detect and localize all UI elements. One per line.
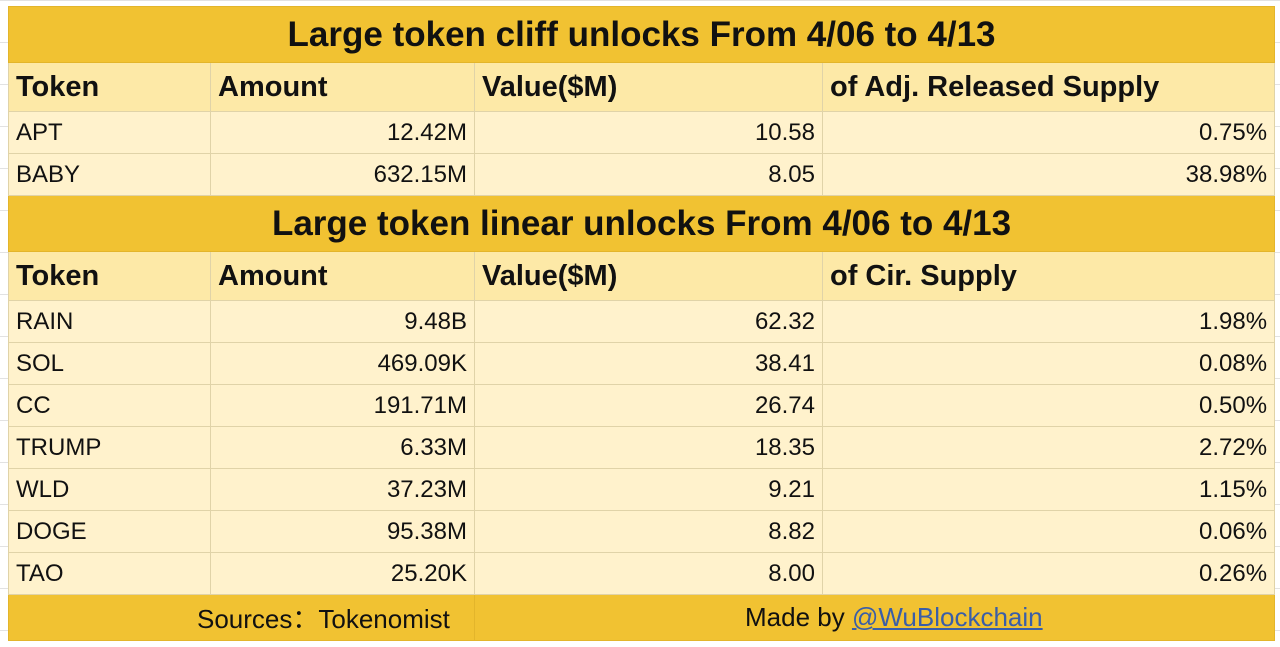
token-cell[interactable]: CC [8, 384, 211, 427]
linear-title[interactable]: Large token linear unlocks From 4/06 to … [7, 195, 1276, 252]
supply-pct-cell[interactable]: 0.08% [821, 342, 1276, 385]
table-row: DOGE 95.38M 8.82 0.06% [8, 510, 1276, 553]
value-cell[interactable]: 10.58 [474, 111, 823, 154]
amount-cell[interactable]: 12.42M [210, 111, 475, 154]
amount-cell[interactable]: 191.71M [210, 384, 475, 427]
column-header[interactable]: of Adj. Released Supply [821, 62, 1276, 112]
column-header[interactable]: Amount [210, 62, 475, 112]
table-row: CC 191.71M 26.74 0.50% [8, 384, 1276, 427]
amount-cell[interactable]: 95.38M [210, 510, 475, 553]
token-cell[interactable]: APT [8, 111, 211, 154]
column-header[interactable]: Token [8, 62, 211, 112]
token-cell[interactable]: RAIN [8, 300, 211, 343]
table-row: RAIN 9.48B 62.32 1.98% [8, 300, 1276, 343]
value-cell[interactable]: 9.21 [474, 468, 823, 511]
linear-header-row: Token Amount Value($M) of Cir. Supply [8, 251, 1276, 301]
supply-pct-cell[interactable]: 2.72% [821, 426, 1276, 469]
made-by-text: Made by [745, 602, 852, 632]
table-row: TRUMP 6.33M 18.35 2.72% [8, 426, 1276, 469]
supply-pct-cell[interactable]: 1.98% [821, 300, 1276, 343]
sources-text: Sources：Tokenomist [197, 604, 450, 634]
table-row: BABY 632.15M 8.05 38.98% [8, 153, 1276, 196]
table-row: SOL 469.09K 38.41 0.08% [8, 342, 1276, 385]
token-cell[interactable]: SOL [8, 342, 211, 385]
value-cell[interactable]: 8.00 [474, 552, 823, 595]
amount-cell[interactable]: 632.15M [210, 153, 475, 196]
linear-title-row: Large token linear unlocks From 4/06 to … [7, 195, 1276, 252]
column-header[interactable]: Token [8, 251, 211, 301]
value-cell[interactable]: 26.74 [474, 384, 823, 427]
token-cell[interactable]: BABY [8, 153, 211, 196]
value-cell[interactable]: 8.05 [474, 153, 823, 196]
token-cell[interactable]: DOGE [8, 510, 211, 553]
sources-cell[interactable]: Sources：Tokenomist [8, 594, 475, 641]
amount-cell[interactable]: 469.09K [210, 342, 475, 385]
table-row: WLD 37.23M 9.21 1.15% [8, 468, 1276, 511]
footer-row: Sources：Tokenomist Made by @WuBlockchain [8, 594, 1276, 641]
column-header[interactable]: Value($M) [474, 251, 823, 301]
column-header[interactable]: Value($M) [474, 62, 823, 112]
amount-cell[interactable]: 6.33M [210, 426, 475, 469]
supply-pct-cell[interactable]: 38.98% [821, 153, 1276, 196]
supply-pct-cell[interactable]: 0.06% [821, 510, 1276, 553]
value-cell[interactable]: 18.35 [474, 426, 823, 469]
made-by-cell[interactable]: Made by @WuBlockchain [473, 594, 1276, 641]
cliff-title-row: Large token cliff unlocks From 4/06 to 4… [7, 6, 1276, 63]
author-link[interactable]: @WuBlockchain [851, 602, 1043, 632]
table-row: TAO 25.20K 8.00 0.26% [8, 552, 1276, 595]
amount-cell[interactable]: 9.48B [210, 300, 475, 343]
supply-pct-cell[interactable]: 0.75% [821, 111, 1276, 154]
value-cell[interactable]: 8.82 [474, 510, 823, 553]
value-cell[interactable]: 38.41 [474, 342, 823, 385]
token-cell[interactable]: TRUMP [8, 426, 211, 469]
unlocks-table: Large token cliff unlocks From 4/06 to 4… [7, 6, 1276, 641]
value-cell[interactable]: 62.32 [474, 300, 823, 343]
token-cell[interactable]: WLD [8, 468, 211, 511]
supply-pct-cell[interactable]: 0.50% [821, 384, 1276, 427]
cliff-header-row: Token Amount Value($M) of Adj. Released Sup… [8, 62, 1276, 112]
token-cell[interactable]: TAO [8, 552, 211, 595]
cliff-title[interactable]: Large token cliff unlocks From 4/06 to 4… [7, 6, 1276, 63]
supply-pct-cell[interactable]: 1.15% [821, 468, 1276, 511]
amount-cell[interactable]: 25.20K [210, 552, 475, 595]
table-row: APT 12.42M 10.58 0.75% [8, 111, 1276, 154]
column-header[interactable]: Amount [210, 251, 475, 301]
column-header[interactable]: of Cir. Supply [821, 251, 1276, 301]
supply-pct-cell[interactable]: 0.26% [821, 552, 1276, 595]
amount-cell[interactable]: 37.23M [210, 468, 475, 511]
